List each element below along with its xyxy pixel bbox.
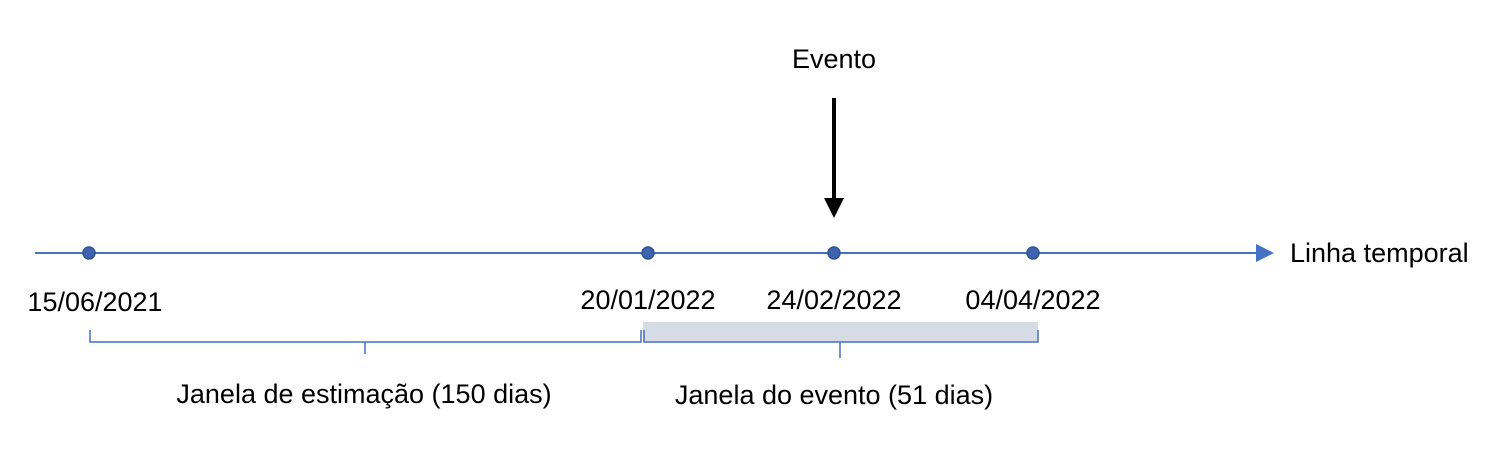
timeline-point-start	[82, 246, 96, 260]
event-window-label: Janela do evento (51 dias)	[675, 380, 993, 410]
estimation-window-label: Janela de estimação (150 dias)	[176, 379, 551, 409]
timeline-point-end	[1026, 246, 1040, 260]
event-window-band	[643, 322, 1038, 342]
date-label-event-window-start: 20/01/2022	[580, 285, 715, 315]
estimation-window-brace	[89, 330, 642, 354]
date-label-end: 04/04/2022	[965, 285, 1100, 315]
timeline-axis-label: Linha temporal	[1290, 238, 1469, 268]
date-label-start: 15/06/2021	[27, 287, 162, 317]
date-label-event: 24/02/2022	[766, 285, 901, 315]
event-label: Evento	[792, 44, 876, 74]
timeline-arrowhead-icon	[1256, 244, 1274, 262]
timeline-point-event-window-start	[641, 246, 655, 260]
timeline-point-event	[827, 246, 841, 260]
event-window-brace	[643, 330, 1039, 358]
event-arrow-down-icon	[824, 198, 844, 218]
